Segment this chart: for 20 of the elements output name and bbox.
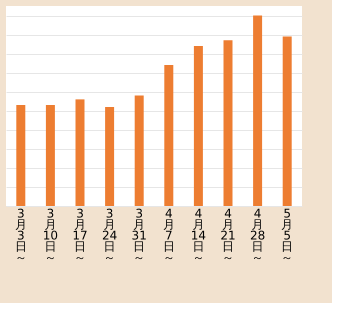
bar	[224, 40, 232, 206]
bar	[134, 96, 144, 206]
x-tick-label: 4月7日～	[162, 206, 175, 264]
bar	[282, 36, 292, 206]
x-tick-label: 5月5日～	[281, 206, 294, 264]
bar	[253, 16, 262, 206]
bar	[164, 65, 174, 206]
bar	[194, 46, 203, 206]
x-tick-label: 4月14日～	[190, 206, 206, 264]
bar	[16, 105, 26, 206]
bar	[46, 105, 55, 206]
x-tick-label: 4月28日～	[250, 206, 266, 264]
x-tick-label: 3月10日～	[42, 206, 58, 264]
x-tick-label: 4月21日～	[220, 206, 236, 264]
x-tick-label: 3月24日～	[102, 206, 118, 264]
x-tick-label: 3月31日～	[132, 206, 147, 264]
bar	[76, 99, 84, 206]
x-tick-label: 3月17日～	[72, 206, 88, 264]
bar	[105, 106, 114, 206]
x-tick-label: 3月3日～	[14, 206, 27, 264]
